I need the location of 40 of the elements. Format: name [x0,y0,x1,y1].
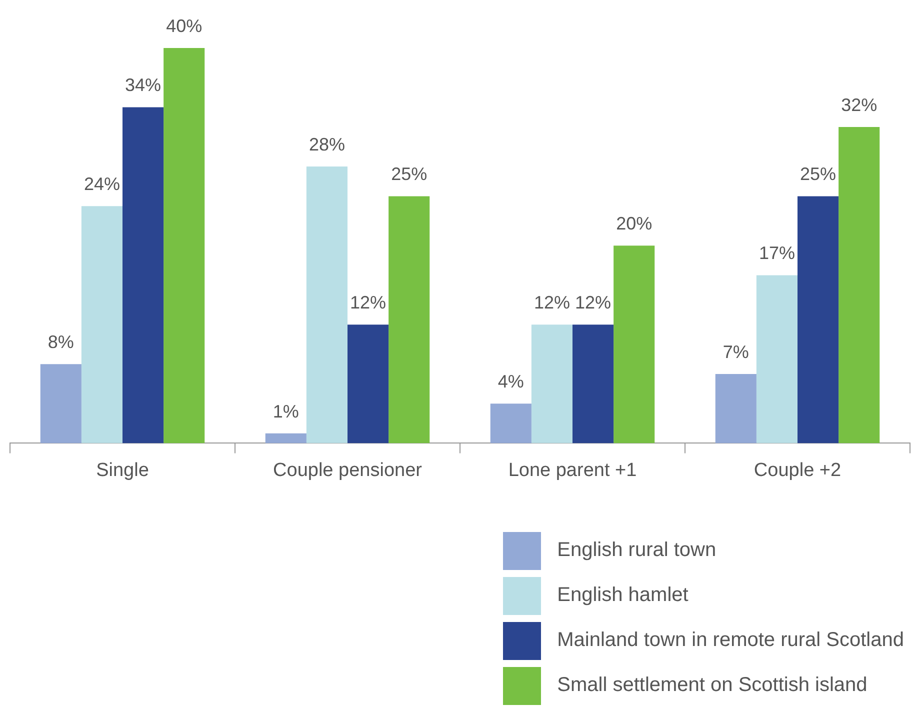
bar [348,324,389,444]
data-label: 1% [272,401,299,422]
legend-label: English rural town [557,539,716,562]
bar [122,107,164,444]
data-label: 4% [498,372,524,392]
legend-label: English hamlet [557,584,688,607]
bar [81,206,122,444]
data-label: 7% [722,342,749,362]
data-label: 25% [800,164,836,184]
data-label: 34% [125,75,162,96]
x-tick-label: Couple pensioner [273,460,423,481]
bar [164,48,205,444]
bar [531,324,572,444]
data-label: 28% [308,134,345,155]
data-label: 12% [350,292,386,313]
bar [306,166,348,444]
bar [798,196,839,444]
legend-label: Small settlement on Scottish island [557,674,868,697]
bar [265,433,306,444]
data-label: 12% [575,292,612,313]
data-label: 40% [166,16,202,36]
x-tick-label: Single [96,460,149,481]
bar [715,374,756,444]
data-label: 24% [84,174,120,194]
legend-label: Mainland town in remote rural Scotland [557,629,904,652]
data-label: 25% [391,164,428,184]
x-tick-label: Couple +2 [754,460,842,481]
data-label: 8% [48,332,74,352]
bar [490,404,532,444]
data-label: 32% [841,95,878,116]
data-label: 20% [616,214,652,234]
data-label: 17% [758,243,795,264]
bar [40,364,82,444]
bar [388,196,430,444]
data-label: 12% [534,292,570,313]
bar [614,246,655,444]
bar [756,275,798,444]
x-tick-label: Lone parent +1 [508,460,637,481]
bar [838,127,880,444]
bar [572,324,614,444]
